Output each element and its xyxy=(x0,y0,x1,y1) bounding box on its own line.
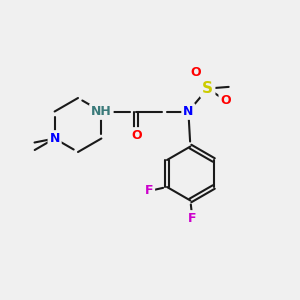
Text: O: O xyxy=(220,94,231,107)
Text: O: O xyxy=(131,129,142,142)
Text: N: N xyxy=(50,132,60,145)
Text: N: N xyxy=(183,105,194,118)
Text: F: F xyxy=(145,184,153,197)
Text: NH: NH xyxy=(91,105,112,118)
Text: S: S xyxy=(202,81,213,96)
Text: O: O xyxy=(190,66,201,79)
Text: F: F xyxy=(188,212,196,225)
